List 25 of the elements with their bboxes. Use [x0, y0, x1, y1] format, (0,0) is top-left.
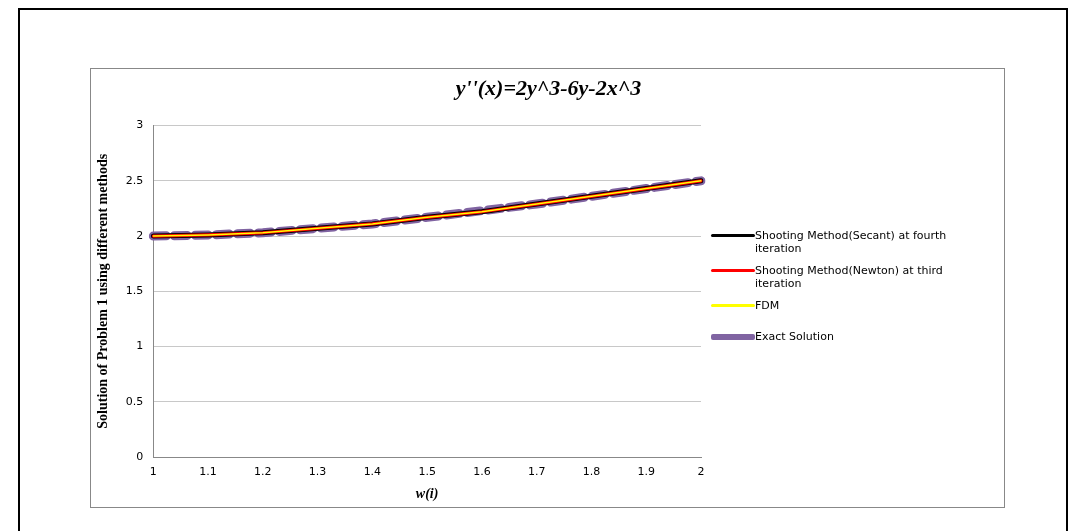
x-tick-label: 1	[149, 465, 157, 479]
x-tick-label: 1.3	[308, 465, 327, 479]
x-tick-label: 1.7	[527, 465, 546, 479]
y-tick-label: 3	[136, 118, 144, 132]
legend-label: Shooting Method(Newton) at third iteration	[755, 264, 944, 290]
x-tick-label: 1.6	[473, 465, 491, 479]
legend-label: Exact Solution	[755, 330, 834, 343]
x-tick-label: 1.4	[363, 465, 382, 479]
y-tick-label: 2.5	[125, 173, 144, 187]
x-tick-label: 2	[697, 465, 705, 479]
x-tick-label: 1.8	[582, 465, 601, 479]
y-tick-label: 0.5	[125, 394, 144, 408]
chart-title: y''(x)=2y^3-6y-2x^3	[452, 75, 643, 101]
legend-label: Shooting Method(Secant) at fourth iteration	[755, 229, 948, 255]
x-tick-label: 1.5	[418, 465, 436, 479]
y-tick-label: 0	[136, 449, 144, 463]
y-tick-label: 1	[136, 339, 144, 353]
y-tick-label: 1.5	[125, 284, 144, 298]
x-tick-label: 1.9	[637, 465, 655, 479]
x-axis-title: w(i)	[415, 486, 439, 503]
y-axis-title: Solution of Problem 1 using different methods	[95, 153, 111, 429]
y-tick-label: 2	[136, 228, 144, 242]
x-tick-label: 1.2	[254, 465, 272, 479]
legend-label: FDM	[755, 299, 780, 312]
x-tick-label: 1.1	[199, 465, 217, 479]
